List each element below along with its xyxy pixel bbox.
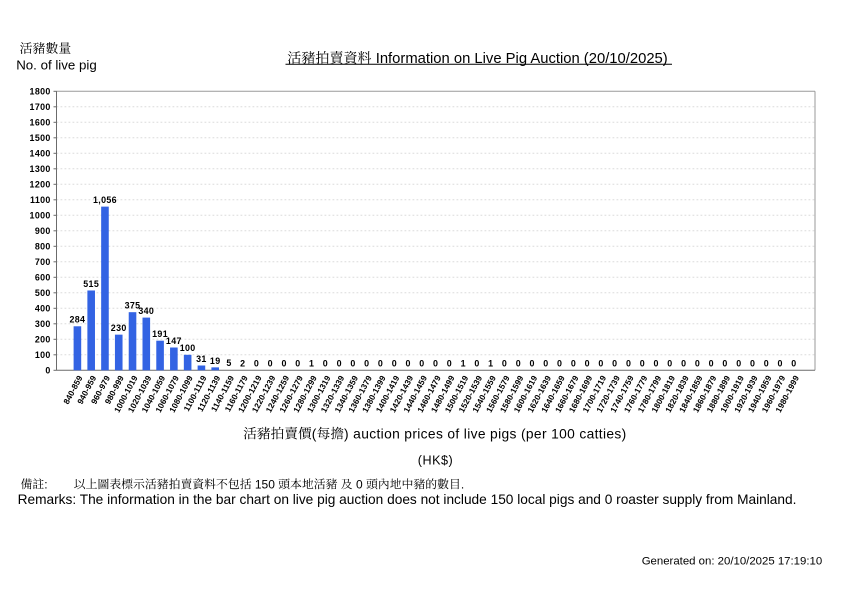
svg-text:0: 0 bbox=[364, 359, 369, 369]
svg-text:515: 515 bbox=[83, 279, 99, 289]
svg-text:No. of live pig: No. of live pig bbox=[16, 57, 97, 72]
svg-text:0: 0 bbox=[571, 359, 576, 369]
svg-text:0: 0 bbox=[337, 359, 342, 369]
svg-text:0: 0 bbox=[392, 359, 397, 369]
svg-text:1500: 1500 bbox=[30, 133, 51, 143]
svg-text:0: 0 bbox=[612, 359, 617, 369]
svg-text:0: 0 bbox=[502, 359, 507, 369]
svg-text:0: 0 bbox=[640, 359, 645, 369]
svg-text:19: 19 bbox=[210, 356, 221, 366]
svg-text:1100: 1100 bbox=[30, 195, 51, 205]
svg-text:0: 0 bbox=[433, 359, 438, 369]
svg-text:1800: 1800 bbox=[30, 86, 51, 96]
svg-text:0: 0 bbox=[295, 359, 300, 369]
svg-text:0: 0 bbox=[598, 359, 603, 369]
svg-text:(HK$): (HK$) bbox=[418, 453, 453, 467]
svg-text:0: 0 bbox=[626, 359, 631, 369]
svg-text:0: 0 bbox=[654, 359, 659, 369]
svg-text:500: 500 bbox=[35, 288, 51, 298]
svg-text:200: 200 bbox=[35, 334, 51, 344]
svg-text:300: 300 bbox=[35, 319, 51, 329]
svg-text:600: 600 bbox=[35, 272, 51, 282]
svg-text:150: 150 bbox=[252, 477, 279, 491]
svg-text:0: 0 bbox=[378, 359, 383, 369]
svg-text:2: 2 bbox=[240, 358, 245, 368]
svg-text:284: 284 bbox=[69, 315, 85, 325]
svg-text:0: 0 bbox=[543, 359, 548, 369]
svg-text:700: 700 bbox=[35, 257, 51, 267]
svg-text:0: 0 bbox=[722, 359, 727, 369]
svg-text:1200: 1200 bbox=[30, 179, 51, 189]
svg-text:0: 0 bbox=[750, 359, 755, 369]
svg-text:0: 0 bbox=[516, 359, 521, 369]
svg-text:0: 0 bbox=[736, 359, 741, 369]
svg-text:900: 900 bbox=[35, 226, 51, 236]
svg-text:0: 0 bbox=[681, 359, 686, 369]
svg-text:Information on Live Pig Auctio: Information on Live Pig Auction (20/10/2… bbox=[372, 51, 668, 67]
svg-text:0: 0 bbox=[557, 359, 562, 369]
svg-text:0: 0 bbox=[709, 359, 714, 369]
svg-text:1300: 1300 bbox=[30, 164, 51, 174]
svg-text:230: 230 bbox=[111, 323, 127, 333]
svg-text:(: ( bbox=[312, 426, 317, 441]
svg-text:0: 0 bbox=[353, 477, 366, 491]
svg-text:0: 0 bbox=[447, 359, 452, 369]
svg-text:31: 31 bbox=[196, 354, 207, 364]
svg-text:400: 400 bbox=[35, 303, 51, 313]
svg-text:0: 0 bbox=[791, 359, 796, 369]
svg-text:0: 0 bbox=[405, 359, 410, 369]
svg-text:0: 0 bbox=[323, 359, 328, 369]
svg-text:1,056: 1,056 bbox=[93, 195, 117, 205]
svg-text:1: 1 bbox=[461, 359, 466, 369]
svg-text:0: 0 bbox=[350, 359, 355, 369]
svg-text:Remarks: The information in th: Remarks: The information in the bar char… bbox=[18, 492, 797, 507]
svg-text:0: 0 bbox=[585, 359, 590, 369]
svg-text:0: 0 bbox=[45, 365, 50, 375]
svg-text:0: 0 bbox=[667, 359, 672, 369]
svg-text:0: 0 bbox=[529, 359, 534, 369]
svg-text:Generated on: 20/10/2025 17:19: Generated on: 20/10/2025 17:19:10 bbox=[642, 555, 823, 567]
svg-text:375: 375 bbox=[125, 301, 141, 311]
svg-text:1: 1 bbox=[309, 359, 314, 369]
svg-text:147: 147 bbox=[166, 336, 182, 346]
svg-text:1: 1 bbox=[488, 359, 493, 369]
svg-text:0: 0 bbox=[281, 359, 286, 369]
svg-text:1000: 1000 bbox=[30, 210, 51, 220]
svg-text:100: 100 bbox=[35, 350, 51, 360]
svg-text:191: 191 bbox=[152, 329, 168, 339]
svg-text:0: 0 bbox=[268, 359, 273, 369]
svg-text:0: 0 bbox=[254, 359, 259, 369]
svg-text:5: 5 bbox=[226, 358, 231, 368]
svg-text:0: 0 bbox=[764, 359, 769, 369]
svg-text::: : bbox=[44, 477, 47, 491]
svg-text:800: 800 bbox=[35, 241, 51, 251]
svg-text:) auction prices of live pigs: ) auction prices of live pigs (per 100 c… bbox=[344, 426, 627, 441]
svg-text:100: 100 bbox=[180, 343, 196, 353]
svg-text:1600: 1600 bbox=[30, 117, 51, 127]
svg-text:0: 0 bbox=[419, 359, 424, 369]
svg-text:0: 0 bbox=[778, 359, 783, 369]
svg-text:1400: 1400 bbox=[30, 148, 51, 158]
svg-text:.: . bbox=[461, 477, 464, 491]
svg-text:0: 0 bbox=[695, 359, 700, 369]
svg-text:1700: 1700 bbox=[30, 102, 51, 112]
svg-text:340: 340 bbox=[138, 306, 154, 316]
svg-text:0: 0 bbox=[474, 359, 479, 369]
